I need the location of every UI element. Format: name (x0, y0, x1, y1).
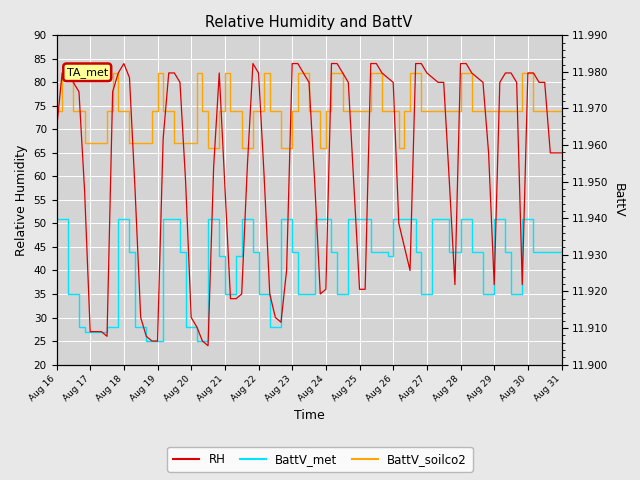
X-axis label: Time: Time (294, 409, 324, 422)
Y-axis label: Relative Humidity: Relative Humidity (15, 144, 28, 256)
Legend: RH, BattV_met, BattV_soilco2: RH, BattV_met, BattV_soilco2 (168, 447, 472, 472)
Y-axis label: BattV: BattV (612, 182, 625, 217)
Title: Relative Humidity and BattV: Relative Humidity and BattV (205, 15, 413, 30)
Text: TA_met: TA_met (67, 67, 108, 78)
